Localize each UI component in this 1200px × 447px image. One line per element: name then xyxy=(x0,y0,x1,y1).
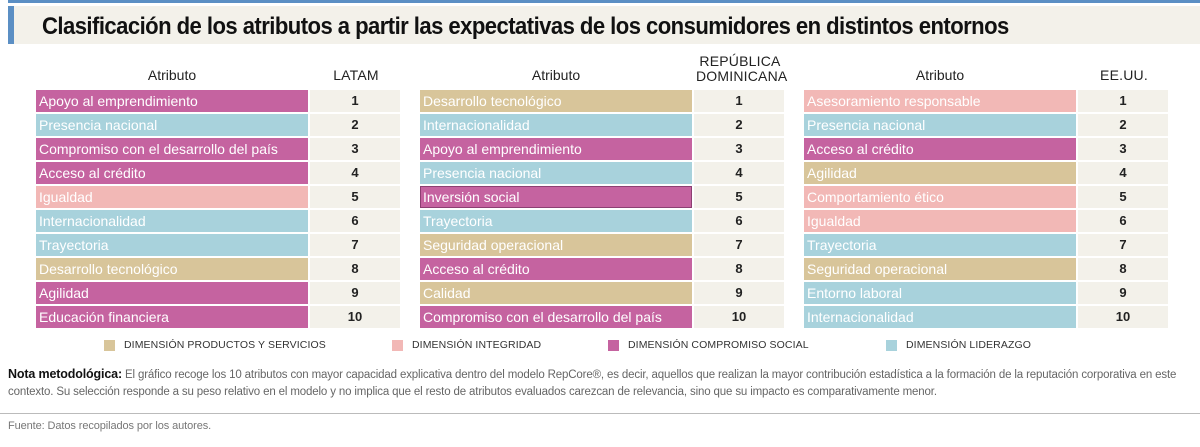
rank-cell: 2 xyxy=(310,114,400,136)
attribute-cell: Internacionalidad xyxy=(804,306,1076,328)
attribute-cell: Igualdad xyxy=(36,186,308,208)
note-label: Nota metodológica: xyxy=(8,367,122,381)
rank-cell: 1 xyxy=(694,90,784,112)
rank-cell: 5 xyxy=(1078,186,1168,208)
attribute-cell: Acceso al crédito xyxy=(804,138,1076,160)
rank-cell: 6 xyxy=(694,210,784,232)
page-title: Clasificación de los atributos a partir … xyxy=(42,13,1009,40)
attribute-cell: Inversión social xyxy=(420,186,692,208)
legend-swatch xyxy=(104,340,115,351)
attribute-cell: Presencia nacional xyxy=(420,162,692,184)
legend: DIMENSIÓN PRODUCTOS Y SERVICIOS DIMENSIÓ… xyxy=(0,338,1200,354)
rank-cell: 6 xyxy=(310,210,400,232)
attribute-cell: Entorno laboral xyxy=(804,282,1076,304)
note-text: El gráfico recoge los 10 atributos con m… xyxy=(8,369,1177,398)
rank-cell: 1 xyxy=(310,90,400,112)
rank-cell: 6 xyxy=(1078,210,1168,232)
rank-cell: 10 xyxy=(1078,306,1168,328)
rank-cell: 3 xyxy=(694,138,784,160)
rank-cell: 10 xyxy=(310,306,400,328)
country-header: EE.UU. xyxy=(1100,67,1148,83)
rank-cell: 8 xyxy=(310,258,400,280)
attribute-cell: Seguridad operacional xyxy=(420,234,692,256)
methodology-note: Nota metodológica: El gráfico recoge los… xyxy=(8,366,1188,401)
country-header: LATAM xyxy=(333,67,379,83)
attribute-cell: Asesoramiento responsable xyxy=(804,90,1076,112)
rank-cell: 4 xyxy=(694,162,784,184)
rank-cell: 1 xyxy=(1078,90,1168,112)
rank-cell: 8 xyxy=(694,258,784,280)
rank-cell: 5 xyxy=(310,186,400,208)
attribute-cell: Internacionalidad xyxy=(420,114,692,136)
attribute-cell: Trayectoria xyxy=(36,234,308,256)
attribute-cell: Compromiso con el desarrollo del país xyxy=(36,138,308,160)
attribute-header: Atributo xyxy=(531,67,581,83)
rank-cell: 10 xyxy=(694,306,784,328)
rank-cell: 3 xyxy=(1078,138,1168,160)
rank-cell: 7 xyxy=(694,234,784,256)
rank-cell: 7 xyxy=(1078,234,1168,256)
title-bar: Clasificación de los atributos a partir … xyxy=(8,0,1200,44)
attribute-cell: Comportamiento ético xyxy=(804,186,1076,208)
attribute-header: Atributo xyxy=(915,67,965,83)
rank-cell: 3 xyxy=(310,138,400,160)
legend-swatch xyxy=(608,340,619,351)
divider xyxy=(0,413,1200,414)
attribute-cell: Calidad xyxy=(420,282,692,304)
legend-label: DIMENSIÓN PRODUCTOS Y SERVICIOS xyxy=(124,339,326,351)
legend-label: DIMENSIÓN INTEGRIDAD xyxy=(412,339,542,351)
attribute-header: Atributo xyxy=(147,67,197,83)
rank-cell: 4 xyxy=(1078,162,1168,184)
attribute-cell: Educación financiera xyxy=(36,306,308,328)
attribute-cell: Desarrollo tecnológico xyxy=(36,258,308,280)
legend-label: DIMENSIÓN LIDERAZGO xyxy=(906,339,1031,351)
attribute-cell: Compromiso con el desarrollo del país xyxy=(420,306,692,328)
rank-cell: 5 xyxy=(694,186,784,208)
rank-cell: 4 xyxy=(310,162,400,184)
legend-swatch xyxy=(886,340,897,351)
rank-cell: 9 xyxy=(694,282,784,304)
attribute-cell: Apoyo al emprendimiento xyxy=(420,138,692,160)
rank-cell: 9 xyxy=(310,282,400,304)
attribute-cell: Igualdad xyxy=(804,210,1076,232)
attribute-cell: Apoyo al emprendimiento xyxy=(36,90,308,112)
attribute-cell: Seguridad operacional xyxy=(804,258,1076,280)
attribute-cell: Trayectoria xyxy=(804,234,1076,256)
rank-cell: 2 xyxy=(694,114,784,136)
country-header: REPÚBLICA DOMINICANA xyxy=(696,53,788,84)
source-note: Fuente: Datos recopilados por los autore… xyxy=(8,420,212,432)
attribute-cell: Trayectoria xyxy=(420,210,692,232)
rank-cell: 8 xyxy=(1078,258,1168,280)
attribute-cell: Agilidad xyxy=(804,162,1076,184)
attribute-cell: Desarrollo tecnológico xyxy=(420,90,692,112)
attribute-cell: Acceso al crédito xyxy=(36,162,308,184)
attribute-cell: Presencia nacional xyxy=(804,114,1076,136)
attribute-cell: Presencia nacional xyxy=(36,114,308,136)
legend-swatch xyxy=(392,340,403,351)
legend-label: DIMENSIÓN COMPROMISO SOCIAL xyxy=(628,339,809,351)
attribute-cell: Internacionalidad xyxy=(36,210,308,232)
attribute-cell: Acceso al crédito xyxy=(420,258,692,280)
rank-cell: 9 xyxy=(1078,282,1168,304)
attribute-cell: Agilidad xyxy=(36,282,308,304)
rank-cell: 2 xyxy=(1078,114,1168,136)
rank-cell: 7 xyxy=(310,234,400,256)
